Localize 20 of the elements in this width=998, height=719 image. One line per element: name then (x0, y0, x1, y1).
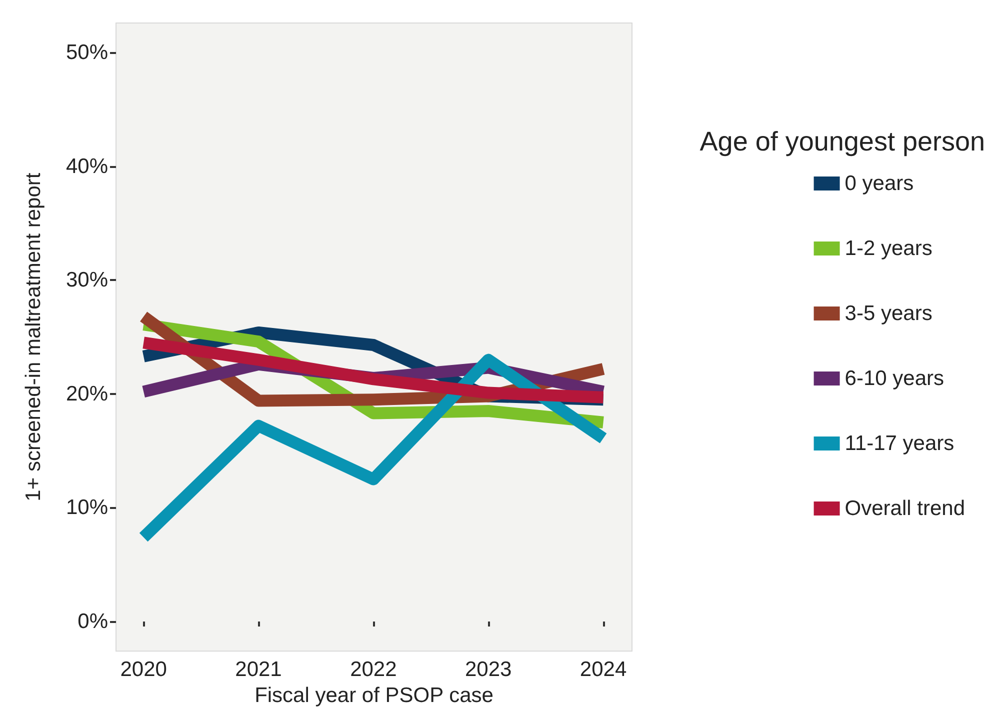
x-tick-label: 2020 (120, 658, 167, 682)
x-tick-label: 2021 (235, 658, 282, 682)
legend-label: 11-17 years (844, 432, 954, 455)
y-tick-label: 50% (66, 41, 108, 64)
y-tick-label: 30% (66, 268, 108, 292)
legend-label: 6-10 years (844, 367, 944, 390)
y-tick-label: 10% (66, 496, 108, 520)
legend-label: Overall trend (844, 497, 965, 520)
y-tick-label: 40% (66, 154, 108, 178)
x-tick-label: 2022 (350, 658, 397, 682)
x-tick-label: 2024 (580, 658, 627, 682)
y-tick-label: 20% (66, 382, 108, 406)
y-tick-label: 0% (78, 610, 108, 634)
x-tick-label: 2023 (464, 658, 512, 682)
y-axis-title: 1+ screened-in maltreatment report (22, 172, 45, 502)
legend-label: 1-2 years (844, 237, 932, 260)
legend-label: 0 years (844, 172, 914, 195)
x-axis-title: Fiscal year of PSOP case (254, 684, 494, 707)
legend-title: Age of youngest person (700, 126, 985, 156)
legend-label: 3-5 years (844, 302, 932, 325)
